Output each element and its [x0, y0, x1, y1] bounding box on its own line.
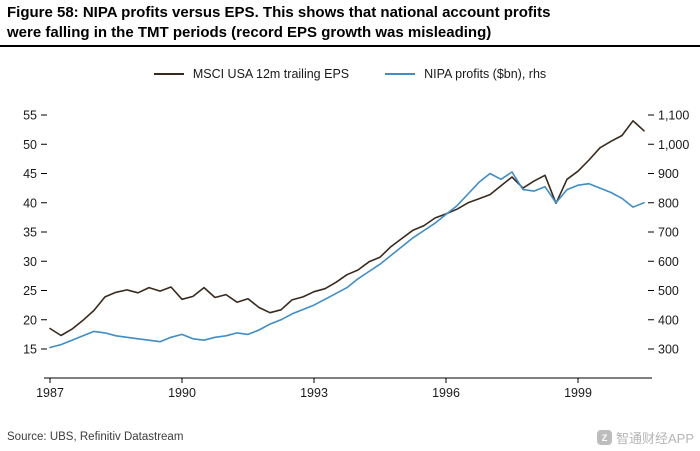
- title-divider: [0, 45, 700, 47]
- series-line-eps: [49, 120, 645, 337]
- left-axis-tick-label: 25: [23, 284, 37, 298]
- right-axis-tick-label: 600: [658, 255, 679, 269]
- left-axis-tick-label: 20: [23, 313, 37, 327]
- right-axis-tick-label: 700: [658, 226, 679, 240]
- right-axis-tick-label: 1,000: [658, 138, 689, 152]
- left-axis-tick-label: 30: [23, 255, 37, 269]
- watermark-logo-icon: Z: [596, 430, 612, 445]
- legend-label-eps: MSCI USA 12m trailing EPS: [192, 67, 350, 81]
- left-axis-tick-label: 55: [23, 109, 37, 123]
- x-axis-tick-label: 1999: [564, 386, 592, 400]
- figure-title-line2: were falling in the TMT periods (record …: [7, 24, 492, 41]
- chart-legend: MSCI USA 12m trailing EPS NIPA profits (…: [0, 67, 700, 81]
- left-axis-tick-label: 15: [23, 343, 37, 357]
- source-note: Source: UBS, Refinitiv Datastream: [7, 431, 184, 443]
- chart-plot: 1987 1990 1993 1996 1999 55 50 45 40 35 30 25 20 15 1,…: [23, 109, 689, 401]
- right-axis-tick-label: 400: [658, 313, 679, 327]
- nipa-line-swatch: [385, 73, 416, 75]
- watermark-text: 智通财经APP: [615, 431, 694, 446]
- right-axis-tick-label: 900: [658, 167, 679, 181]
- legend-label-nipa: NIPA profits ($bn), rhs: [424, 67, 547, 81]
- series-line-nipa: [49, 171, 645, 349]
- figure-title: Figure 58: NIPA profits versus EPS. This…: [7, 3, 695, 43]
- x-axis-tick-label: 1987: [36, 386, 64, 400]
- legend-item-eps: MSCI USA 12m trailing EPS: [153, 67, 350, 81]
- left-axis-tick-label: 50: [23, 138, 37, 152]
- left-axis-tick-label: 40: [23, 196, 37, 210]
- right-axis-tick-label: 500: [658, 284, 679, 298]
- right-axis-tick-label: 300: [658, 343, 679, 357]
- figure-title-line1: Figure 58: NIPA profits versus EPS. This…: [7, 4, 551, 21]
- right-axis-tick-label: 1,100: [658, 109, 689, 123]
- legend-item-nipa: NIPA profits ($bn), rhs: [385, 67, 546, 81]
- watermark: Z 智通财经APP: [596, 428, 694, 447]
- x-axis-tick-label: 1990: [168, 386, 196, 400]
- eps-line-swatch: [153, 73, 184, 75]
- left-axis-tick-label: 35: [23, 226, 37, 240]
- left-axis-tick-label: 45: [23, 167, 37, 181]
- x-axis-tick-label: 1996: [432, 386, 460, 400]
- x-axis-tick-label: 1993: [300, 386, 328, 400]
- right-axis-tick-label: 800: [658, 196, 679, 210]
